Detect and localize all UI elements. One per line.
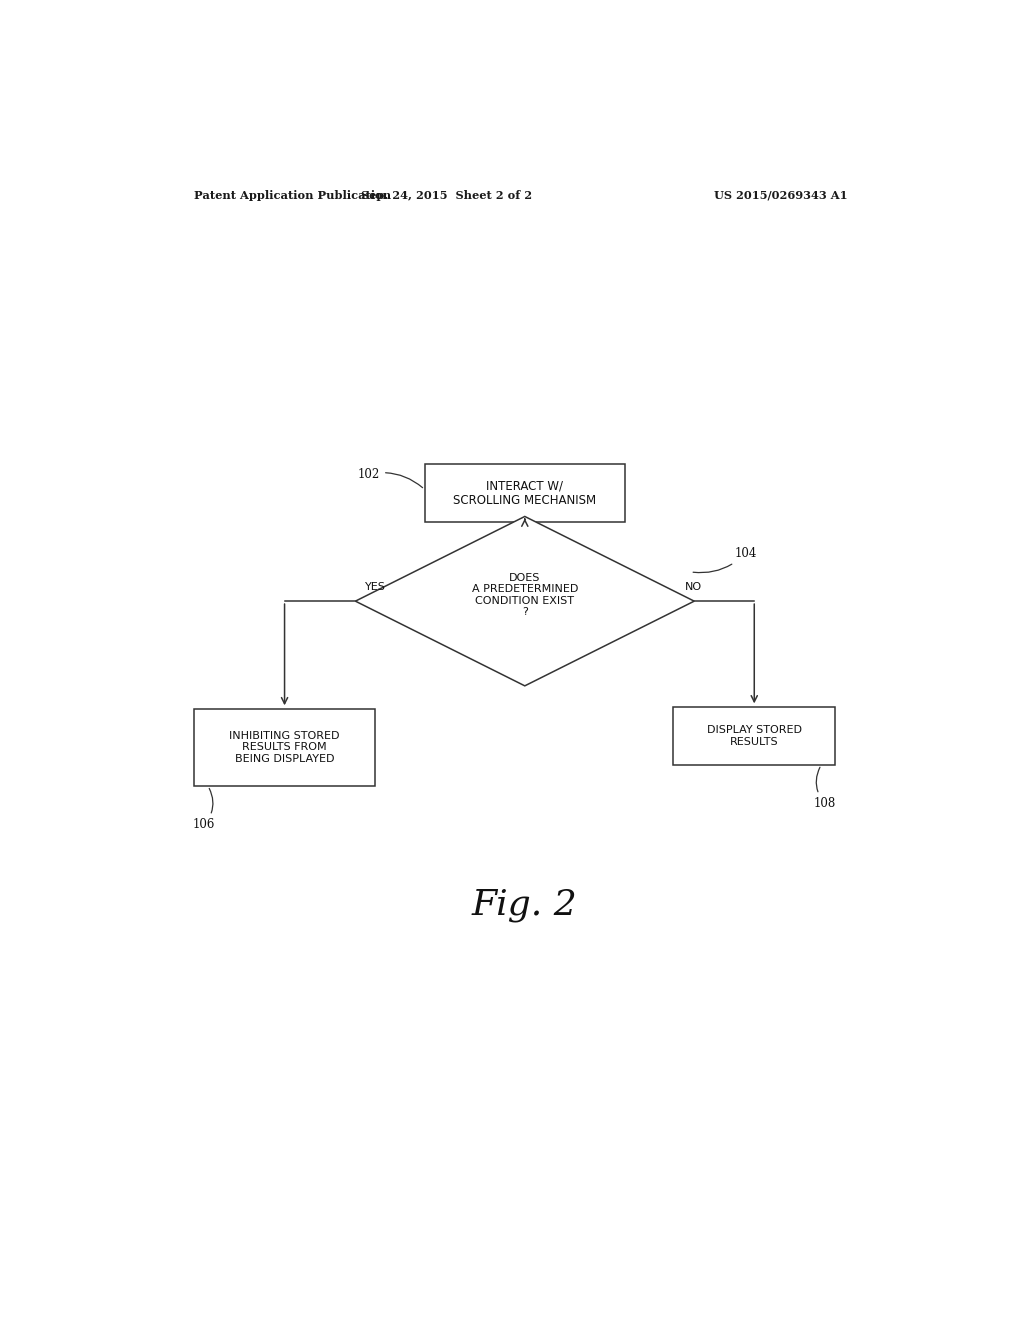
Text: Fig. 2: Fig. 2 xyxy=(472,888,578,923)
Bar xyxy=(425,465,625,523)
Text: DISPLAY STORED
RESULTS: DISPLAY STORED RESULTS xyxy=(707,725,802,747)
Text: Patent Application Publication: Patent Application Publication xyxy=(194,190,391,201)
Text: INHIBITING STORED
RESULTS FROM
BEING DISPLAYED: INHIBITING STORED RESULTS FROM BEING DIS… xyxy=(229,731,340,764)
Text: NO: NO xyxy=(685,582,702,591)
Text: 104: 104 xyxy=(693,546,757,573)
Text: Sep. 24, 2015  Sheet 2 of 2: Sep. 24, 2015 Sheet 2 of 2 xyxy=(360,190,531,201)
Text: DOES
A PREDETERMINED
CONDITION EXIST
?: DOES A PREDETERMINED CONDITION EXIST ? xyxy=(472,573,578,618)
Text: 102: 102 xyxy=(357,467,423,487)
Bar xyxy=(674,708,836,764)
Text: 108: 108 xyxy=(814,767,837,810)
Text: YES: YES xyxy=(365,582,385,591)
Text: INTERACT W/
SCROLLING MECHANISM: INTERACT W/ SCROLLING MECHANISM xyxy=(454,479,596,507)
Bar xyxy=(195,709,375,785)
Text: US 2015/0269343 A1: US 2015/0269343 A1 xyxy=(715,190,848,201)
Polygon shape xyxy=(355,516,694,686)
Text: 106: 106 xyxy=(193,788,215,832)
